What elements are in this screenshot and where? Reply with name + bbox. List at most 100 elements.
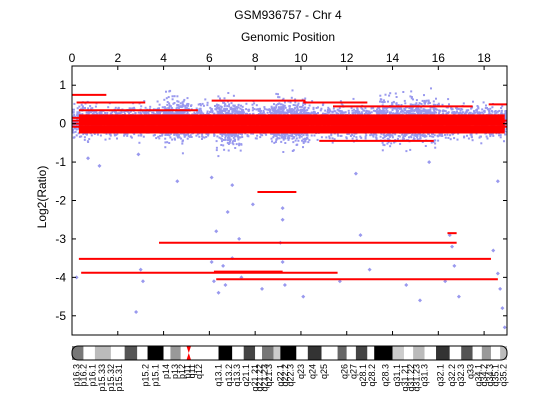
data-point (365, 111, 367, 114)
data-point (473, 111, 476, 114)
data-point (339, 112, 342, 115)
data-point (435, 111, 438, 114)
data-point (199, 103, 202, 105)
data-point (241, 113, 244, 116)
data-point (459, 109, 462, 112)
data-point (376, 112, 379, 115)
data-point (498, 134, 500, 137)
data-point (356, 107, 359, 110)
data-point (82, 106, 84, 109)
data-point (198, 135, 201, 138)
data-point (488, 113, 491, 116)
data-point (197, 111, 199, 114)
data-point (80, 103, 83, 106)
chart-subtitle: Genomic Position (241, 30, 335, 44)
data-point (300, 135, 303, 138)
data-point (161, 106, 164, 109)
data-point (156, 100, 159, 103)
data-point (342, 111, 345, 114)
data-point (157, 135, 160, 138)
data-point (200, 111, 203, 114)
data-point (205, 135, 208, 138)
data-point (465, 110, 468, 113)
data-point (504, 110, 507, 113)
data-point (91, 107, 94, 110)
data-point (104, 112, 107, 114)
data-point (257, 113, 260, 115)
data-point (350, 107, 353, 109)
data-point (315, 113, 317, 116)
data-point (397, 109, 400, 112)
data-point (326, 110, 329, 113)
data-point (409, 107, 412, 109)
data-point (258, 108, 260, 111)
data-point (186, 102, 189, 105)
data-point (394, 133, 397, 136)
data-point (73, 113, 76, 116)
data-point (178, 107, 180, 110)
data-point (130, 110, 132, 113)
data-point (196, 133, 199, 136)
data-point (352, 97, 355, 100)
data-point (95, 112, 98, 115)
data-point (209, 111, 212, 113)
data-point (457, 108, 460, 110)
data-point (188, 135, 191, 138)
data-point (491, 106, 494, 109)
data-point (374, 132, 377, 135)
data-point (335, 112, 338, 115)
data-point (252, 112, 255, 115)
data-point (328, 135, 331, 138)
data-point (444, 133, 446, 136)
data-point (145, 110, 148, 113)
data-point (245, 102, 248, 105)
data-point (468, 112, 471, 115)
data-point (199, 107, 202, 110)
data-point (152, 113, 155, 116)
data-point (198, 110, 201, 113)
data-point (312, 106, 315, 109)
data-point (130, 136, 133, 139)
data-point (370, 111, 373, 114)
data-point (280, 136, 283, 139)
data-point (356, 109, 359, 112)
data-point (319, 109, 322, 112)
data-point (262, 111, 265, 114)
data-point (470, 135, 473, 138)
data-point (464, 111, 467, 114)
data-point (160, 134, 163, 137)
data-point (271, 132, 274, 135)
data-point (201, 102, 204, 105)
data-point (301, 113, 304, 115)
data-point (361, 108, 364, 110)
data-point (334, 110, 337, 113)
data-point (465, 109, 468, 112)
data-point (327, 106, 330, 109)
data-point (391, 136, 394, 139)
data-point (449, 138, 452, 141)
data-point (280, 140, 283, 143)
data-point (499, 136, 502, 139)
data-point (438, 112, 440, 115)
data-point (75, 128, 78, 131)
data-point (453, 137, 456, 140)
data-point (259, 132, 262, 135)
data-point (262, 110, 265, 112)
data-point (129, 107, 132, 110)
data-point (100, 111, 103, 113)
data-point (485, 104, 487, 107)
data-point (377, 112, 380, 115)
data-point (428, 135, 431, 138)
data-point (72, 108, 75, 111)
data-point (313, 134, 316, 137)
data-point (370, 133, 373, 136)
data-point (213, 134, 216, 137)
data-point (354, 111, 357, 114)
data-point (164, 111, 167, 114)
data-point (503, 115, 506, 118)
data-point (74, 127, 76, 130)
data-point (504, 133, 507, 136)
data-point (241, 133, 243, 136)
data-point (254, 137, 257, 140)
